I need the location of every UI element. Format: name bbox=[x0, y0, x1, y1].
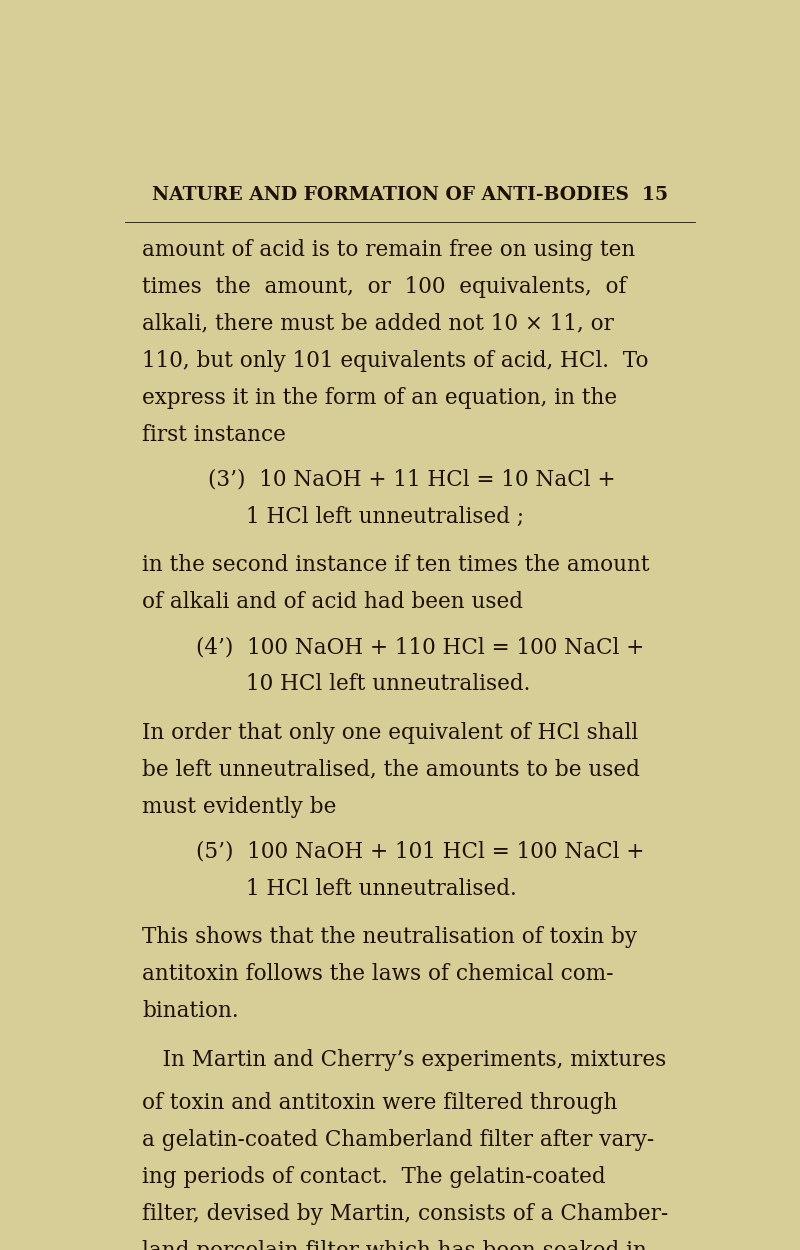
Text: antitoxin follows the laws of chemical com-: antitoxin follows the laws of chemical c… bbox=[142, 964, 614, 985]
Text: amount of acid is to remain free on using ten: amount of acid is to remain free on usin… bbox=[142, 239, 635, 260]
Text: in the second instance if ten times the amount: in the second instance if ten times the … bbox=[142, 554, 650, 576]
Text: of toxin and antitoxin were filtered through: of toxin and antitoxin were filtered thr… bbox=[142, 1091, 618, 1114]
Text: filter, devised by Martin, consists of a Chamber-: filter, devised by Martin, consists of a… bbox=[142, 1202, 669, 1225]
Text: (3’)  10 NaOH + 11 HCl = 10 NaCl +: (3’) 10 NaOH + 11 HCl = 10 NaCl + bbox=[209, 469, 616, 490]
Text: (4’)  100 NaOH + 110 HCl = 100 NaCl +: (4’) 100 NaOH + 110 HCl = 100 NaCl + bbox=[196, 636, 644, 658]
Text: In order that only one equivalent of HCl shall: In order that only one equivalent of HCl… bbox=[142, 721, 638, 744]
Text: must evidently be: must evidently be bbox=[142, 796, 337, 818]
Text: express it in the form of an equation, in the: express it in the form of an equation, i… bbox=[142, 386, 618, 409]
Text: (5’)  100 NaOH + 101 HCl = 100 NaCl +: (5’) 100 NaOH + 101 HCl = 100 NaCl + bbox=[196, 840, 645, 862]
Text: 10 HCl left unneutralised.: 10 HCl left unneutralised. bbox=[246, 672, 530, 695]
Text: 1 HCl left unneutralised.: 1 HCl left unneutralised. bbox=[246, 878, 517, 900]
Text: times  the  amount,  or  100  equivalents,  of: times the amount, or 100 equivalents, of bbox=[142, 275, 626, 298]
Text: land porcelain filter which has been soaked in: land porcelain filter which has been soa… bbox=[142, 1240, 647, 1250]
Text: 110, but only 101 equivalents of acid, HCl.  To: 110, but only 101 equivalents of acid, H… bbox=[142, 350, 649, 371]
Text: of alkali and of acid had been used: of alkali and of acid had been used bbox=[142, 591, 523, 614]
Text: NATURE AND FORMATION OF ANTI-BODIES  15: NATURE AND FORMATION OF ANTI-BODIES 15 bbox=[152, 185, 668, 204]
Text: first instance: first instance bbox=[142, 424, 286, 446]
Text: In Martin and Cherry’s experiments, mixtures: In Martin and Cherry’s experiments, mixt… bbox=[142, 1049, 666, 1071]
Text: be left unneutralised, the amounts to be used: be left unneutralised, the amounts to be… bbox=[142, 759, 640, 781]
Text: This shows that the neutralisation of toxin by: This shows that the neutralisation of to… bbox=[142, 926, 638, 949]
Text: a gelatin-coated Chamberland filter after vary-: a gelatin-coated Chamberland filter afte… bbox=[142, 1129, 654, 1151]
Text: ing periods of contact.  The gelatin-coated: ing periods of contact. The gelatin-coat… bbox=[142, 1166, 606, 1187]
Text: alkali, there must be added not 10 × 11, or: alkali, there must be added not 10 × 11,… bbox=[142, 312, 614, 335]
Text: bination.: bination. bbox=[142, 1000, 238, 1022]
Text: 1 HCl left unneutralised ;: 1 HCl left unneutralised ; bbox=[246, 506, 524, 528]
